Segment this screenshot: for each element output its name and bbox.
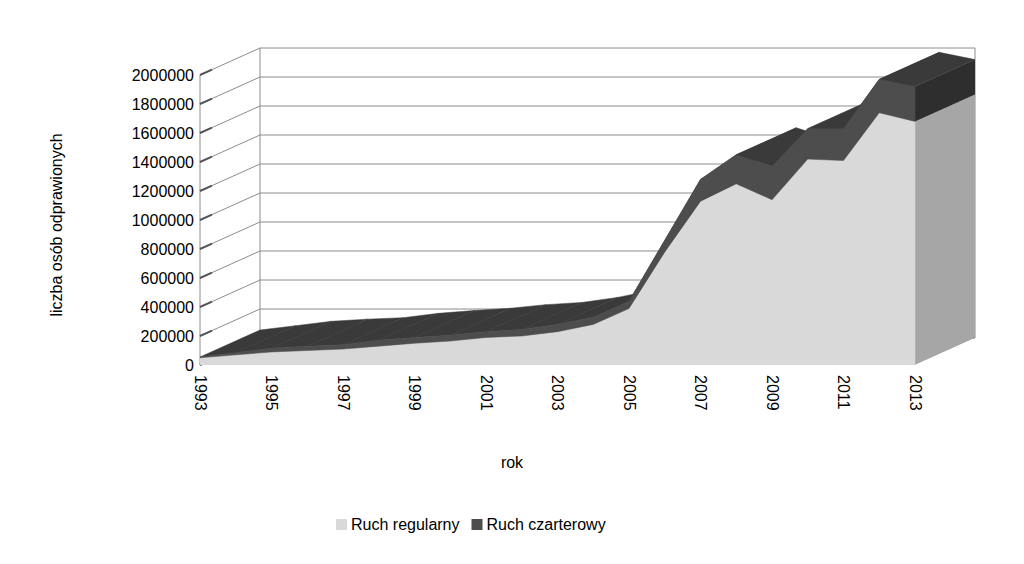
area-front <box>200 79 915 357</box>
chart: 0 200000 400000 600000 800000 1000000 1200000 1… <box>0 0 1024 564</box>
x-tick-label: 1995 <box>263 375 280 411</box>
tick-mark <box>200 70 212 75</box>
y-tick-label: 400000 <box>141 299 194 316</box>
x-tick-label: 2013 <box>907 375 924 411</box>
y-tick-label: 2000000 <box>132 67 194 84</box>
tick-mark <box>200 215 212 220</box>
y-tick-label: 0 <box>185 357 194 374</box>
tick-mark <box>200 244 212 249</box>
y-axis-title: liczba osób odprawionych <box>48 133 65 316</box>
tick-mark <box>200 99 212 104</box>
grid-line <box>200 48 975 75</box>
y-tick-label: 1200000 <box>132 183 194 200</box>
x-tick-label: 2011 <box>835 375 852 410</box>
legend-label: Ruch regularny <box>351 516 460 533</box>
x-tick-label: 2007 <box>692 375 709 411</box>
grid-line <box>200 77 975 104</box>
grid <box>200 48 975 365</box>
tick-mark <box>200 331 212 336</box>
y-tick-label: 600000 <box>141 270 194 287</box>
legend-swatch <box>472 519 483 530</box>
tick-mark <box>200 302 212 307</box>
y-tick-label: 200000 <box>141 328 194 345</box>
y-tick-label: 1800000 <box>132 96 194 113</box>
x-tick-label: 2001 <box>478 375 495 411</box>
area-side <box>915 60 975 122</box>
x-tick-label: 1999 <box>406 375 423 411</box>
x-tick-labels: 1993 1995 1997 1999 2001 2003 2005 2007 2009 2011… <box>192 375 924 411</box>
y-tick-label: 800000 <box>141 241 194 258</box>
legend: Ruch regularny Ruch czarterowy <box>336 516 606 533</box>
area-side <box>915 94 975 365</box>
y-tick-label: 1600000 <box>132 125 194 142</box>
y-tick-label: 1400000 <box>132 154 194 171</box>
tick-mark <box>200 157 212 162</box>
legend-swatch <box>336 519 347 530</box>
x-axis-title: rok <box>501 454 524 471</box>
x-tick-label: 1993 <box>192 375 209 411</box>
y-ticks: 0 200000 400000 600000 800000 1000000 1200000 1… <box>132 67 194 374</box>
x-tick-label: 2009 <box>764 375 781 411</box>
tick-mark <box>200 273 212 278</box>
legend-label: Ruch czarterowy <box>487 516 606 533</box>
tick-mark <box>200 186 212 191</box>
x-tick-label: 1997 <box>335 375 352 411</box>
y-tick-label: 1000000 <box>132 212 194 229</box>
tick-mark <box>200 128 212 133</box>
x-tick-label: 2005 <box>621 375 638 411</box>
plot-area <box>200 52 975 365</box>
x-tick-label: 2003 <box>549 375 566 411</box>
